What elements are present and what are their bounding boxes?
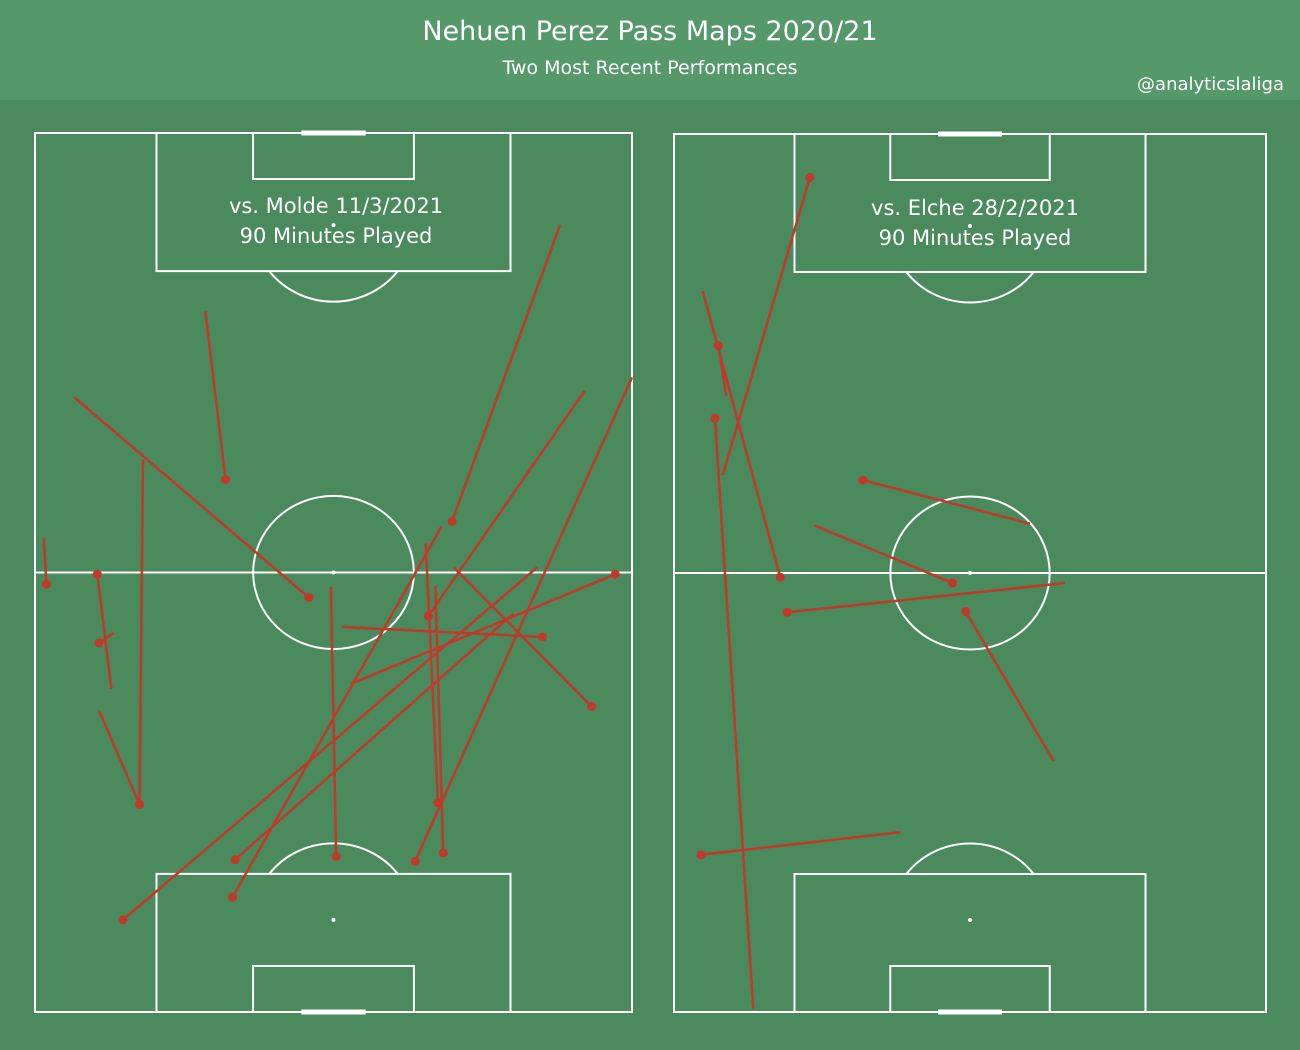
pass-origin-point: [805, 172, 815, 182]
pass-line: [42, 538, 48, 585]
minutes-label: 90 Minutes Played: [240, 224, 433, 248]
pass-origin-point: [438, 848, 448, 858]
match-label: vs. Molde 11/3/2021: [229, 194, 443, 218]
pass-line: [96, 574, 113, 690]
pass-line: [138, 459, 145, 805]
pass-line: [713, 418, 755, 1009]
own-penalty-area: [155, 872, 512, 1013]
pass-line: [424, 543, 440, 803]
opposition-penalty-arc: [268, 270, 399, 303]
pitch-molde: vs. Molde 11/3/2021 90 Minutes Played: [34, 130, 634, 1015]
pass-line: [341, 625, 543, 639]
pass-line: [701, 290, 782, 578]
pass-line: [97, 710, 141, 805]
centre-spot: [331, 570, 336, 575]
pass-line: [862, 478, 1031, 525]
centre-spot: [968, 571, 972, 575]
match-label: vs. Elche 28/2/2021: [871, 196, 1079, 220]
pass-origin-point: [94, 638, 104, 648]
pass-line: [700, 830, 901, 857]
pass-line: [434, 585, 445, 853]
chart-subtitle: Two Most Recent Performances: [502, 57, 798, 79]
pass-line: [787, 581, 1066, 614]
own-penalty-arc: [905, 842, 1035, 875]
pass-origin-point: [948, 578, 958, 588]
pass-line: [329, 586, 338, 857]
pass-origin-point: [433, 798, 443, 808]
pass-origin-point: [41, 579, 51, 589]
pass-line: [121, 566, 538, 921]
pass-origin-point: [782, 607, 792, 617]
pass-line: [231, 525, 443, 898]
minutes-label: 90 Minutes Played: [879, 226, 1072, 250]
own-six-yard-box: [889, 965, 1051, 1013]
pass-line: [204, 311, 227, 480]
pass-line: [350, 573, 616, 685]
centre-circle: [252, 494, 415, 651]
pitch-markings: [673, 131, 1267, 1015]
pass-origin-point: [447, 516, 457, 526]
pass-origin-point: [134, 799, 144, 809]
centre-circle: [889, 495, 1051, 651]
opposition-penalty-arc: [905, 271, 1035, 304]
pass-origin-point: [331, 851, 341, 861]
pitch-elche: vs. Elche 28/2/2021 90 Minutes Played: [673, 131, 1267, 1015]
own-six-yard-box: [252, 964, 415, 1014]
pass-origin-point: [961, 606, 971, 616]
pass-origin-point: [228, 892, 238, 902]
pass-line: [450, 224, 562, 522]
pass-origin-point: [610, 569, 620, 579]
pass-line: [427, 390, 586, 617]
pass-origin-point: [775, 572, 785, 582]
pass-origin-point: [696, 850, 706, 860]
opposition-six-yard-box: [889, 133, 1051, 181]
pass-origin-point: [230, 855, 240, 865]
chart-title: Nehuen Perez Pass Maps 2020/21: [422, 16, 878, 47]
pass-layer: [41, 224, 634, 925]
pass-layer: [696, 172, 1066, 1009]
pitch-markings: [34, 130, 633, 1015]
opposition-penalty-spot: [331, 223, 336, 228]
pass-line: [73, 396, 310, 599]
pass-origin-point: [118, 915, 128, 925]
own-penalty-spot: [331, 917, 336, 922]
own-penalty-spot: [968, 918, 972, 923]
own-penalty-area: [793, 873, 1147, 1013]
pass-origin-point: [304, 593, 314, 603]
pass-origin-point: [587, 701, 597, 711]
opposition-penalty-spot: [968, 223, 972, 228]
opposition-six-yard-box: [252, 132, 415, 181]
pass-origin-point: [221, 475, 231, 485]
header-banner: Nehuen Perez Pass Maps 2020/21 Two Most …: [0, 0, 1300, 100]
pass-line: [813, 524, 954, 585]
author-handle: @analyticslaliga: [1137, 74, 1284, 95]
pass-origin-point: [858, 475, 868, 485]
pass-origin-point: [537, 632, 547, 642]
pass-line: [234, 612, 515, 861]
pass-origin-point: [92, 569, 102, 579]
pass-origin-point: [710, 413, 720, 423]
pass-line: [964, 610, 1055, 762]
pass-origin-point: [410, 856, 420, 866]
own-penalty-arc: [268, 842, 399, 875]
pass-line: [414, 376, 634, 862]
pass-line: [721, 177, 812, 476]
